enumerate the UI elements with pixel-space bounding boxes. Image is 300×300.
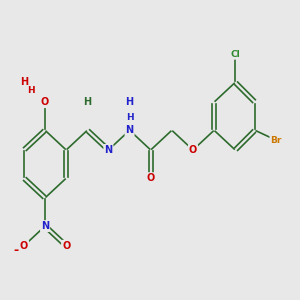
Text: -: -	[13, 244, 18, 256]
Text: H: H	[126, 113, 134, 122]
Text: O: O	[41, 97, 49, 107]
Text: N: N	[41, 221, 49, 231]
Text: O: O	[189, 145, 197, 155]
Text: O: O	[147, 173, 155, 183]
Text: H: H	[125, 97, 134, 107]
Text: Br: Br	[270, 136, 282, 145]
Text: Cl: Cl	[230, 50, 240, 59]
Text: O: O	[62, 241, 70, 251]
Text: H: H	[83, 97, 92, 107]
Text: H: H	[27, 86, 35, 95]
Text: N: N	[125, 125, 134, 135]
Text: O: O	[20, 241, 28, 251]
Text: N: N	[104, 145, 112, 155]
Text: H: H	[20, 77, 28, 87]
